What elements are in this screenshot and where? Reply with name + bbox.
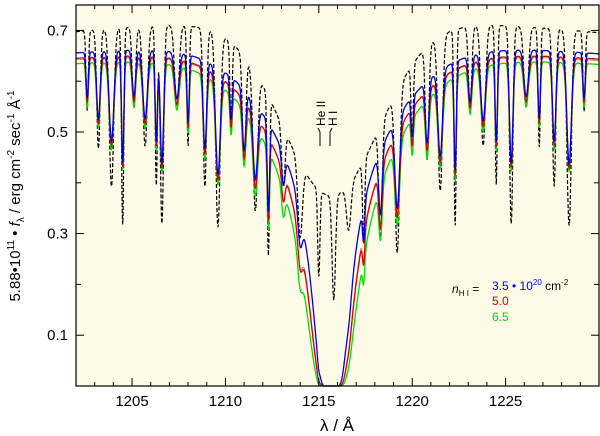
x-tick-label: 1225 xyxy=(489,393,522,410)
y-tick-label: 0.1 xyxy=(47,327,68,344)
legend-entry-3-5: 3.5 • 1020 cm-2 xyxy=(492,278,569,293)
x-tick-label: 1220 xyxy=(396,393,429,410)
x-axis-label: λ / Å xyxy=(320,416,355,435)
ticks-layer: 1205 1210 1215 1220 1225 0.1 0.3 0.5 0.7 xyxy=(47,5,599,410)
series-line xyxy=(76,25,600,301)
legend-entry-5-0: 5.0 xyxy=(492,294,509,308)
x-tick-label: 1210 xyxy=(209,393,242,410)
x-tick-label: 1215 xyxy=(302,393,335,410)
y-tick-label: 0.5 xyxy=(47,124,68,141)
legend-entry-6-5: 6.5 xyxy=(492,310,509,324)
plot-frame xyxy=(75,4,600,387)
h-i-label: H I xyxy=(326,111,340,126)
line-marker: He II H I xyxy=(314,101,340,146)
he-ii-label: He II xyxy=(314,101,328,126)
legend: nH I = 3.5 • 1020 cm-2 5.0 6.5 xyxy=(452,278,569,324)
y-tick-label: 0.7 xyxy=(47,22,68,39)
y-tick-label: 0.3 xyxy=(47,226,68,243)
y-axis-label: 5.88•1011 • fλ / erg cm-2 sec-1 Å-1 xyxy=(6,90,27,302)
x-tick-label: 1205 xyxy=(115,393,148,410)
legend-label: nH I = xyxy=(452,282,479,298)
